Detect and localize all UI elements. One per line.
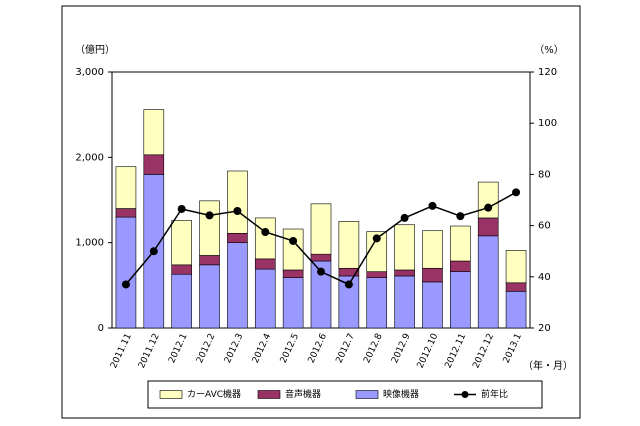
bar-segment — [422, 267, 443, 283]
y2-tick-label: 80 — [538, 169, 551, 180]
bar-segment — [366, 271, 388, 278]
bar-segment — [366, 231, 388, 272]
legend-label: カーAVC機器 — [187, 388, 241, 400]
bar-segment — [254, 258, 276, 270]
line-point — [205, 211, 214, 220]
line-point — [261, 228, 270, 236]
x-tick-label: 2012.9 — [390, 332, 412, 365]
x-tick-label: 2012.4 — [251, 332, 273, 365]
bar-segment — [505, 250, 527, 284]
line-point — [484, 203, 493, 212]
bar-segment — [115, 216, 137, 329]
x-tick-label: 2012.7 — [334, 332, 356, 365]
bar-segment — [394, 224, 415, 271]
line-point — [428, 201, 437, 210]
bar-segment — [477, 181, 499, 219]
bar-segment — [199, 200, 220, 256]
y-tick-label: 1,000 — [75, 238, 104, 249]
bar-segment — [310, 253, 332, 262]
x-tick-label: 2012.12 — [471, 332, 496, 370]
legend-swatch — [257, 390, 281, 399]
bar-segment — [143, 109, 165, 156]
legend-swatch — [159, 390, 183, 399]
x-tick-label: 2013.1 — [502, 332, 524, 365]
x-tick-label: 2012.3 — [223, 332, 245, 365]
x-tick-label: 2012.5 — [279, 332, 301, 365]
bar-segment — [227, 232, 248, 243]
bar-segment — [282, 269, 304, 278]
x-tick-label: 2011.11 — [109, 332, 134, 370]
line-point — [344, 280, 353, 289]
bar-segment — [199, 264, 220, 329]
bar-segment — [422, 281, 443, 329]
bar-segment — [115, 166, 137, 209]
bar-segment — [143, 154, 165, 175]
bar-segment — [282, 277, 304, 329]
bar-segment — [422, 230, 443, 269]
x-tick-label: 2012.11 — [444, 332, 469, 370]
bar-segment — [227, 242, 248, 329]
legend-marker — [461, 391, 469, 398]
bar-segment — [450, 271, 471, 329]
line-point — [400, 213, 409, 222]
legend-swatch — [355, 390, 379, 399]
bar-segment — [477, 217, 499, 237]
bar-segment — [505, 282, 527, 292]
line-point — [233, 207, 242, 216]
y2-tick-label: 40 — [538, 272, 551, 283]
x-tick-label: 2012.10 — [416, 332, 441, 370]
y2-tick-label: 20 — [538, 323, 551, 334]
bar-segment — [450, 225, 471, 262]
line-point — [289, 236, 298, 245]
y2-tick-label: 60 — [538, 221, 551, 232]
bar-segment — [505, 291, 527, 329]
line-point — [512, 188, 521, 197]
legend-label: 前年比 — [481, 388, 508, 400]
bar-segment — [477, 235, 499, 329]
y-unit: （億円） — [75, 43, 115, 56]
line-point — [456, 212, 465, 221]
bar-segment — [227, 170, 248, 234]
y2-tick-label: 120 — [538, 67, 557, 78]
x-tick-label: 2012.6 — [307, 332, 329, 365]
bar-segment — [171, 273, 192, 329]
y2-tick-label: 100 — [538, 118, 557, 129]
x-tick-label: 2012.2 — [195, 332, 217, 365]
bar-segment — [171, 264, 192, 275]
bar-segment — [394, 275, 415, 329]
bar-segment — [254, 217, 276, 260]
x-tick-label: 2012.8 — [362, 332, 384, 365]
y-tick-label: 0 — [98, 323, 104, 334]
line-point — [149, 247, 158, 256]
bar-segment — [450, 260, 471, 272]
line-point — [121, 280, 130, 289]
bar-segment — [254, 268, 276, 329]
line-point — [372, 234, 381, 243]
x-tick-label: 2012.1 — [167, 332, 189, 365]
y-tick-label: 3,000 — [75, 67, 104, 78]
x-unit: （年・月） — [523, 359, 573, 372]
bar-segment — [115, 208, 137, 218]
y2-unit: （%） — [534, 44, 564, 56]
legend-label: 音声機器 — [285, 388, 321, 400]
line-point — [177, 204, 186, 213]
bar-segment — [366, 277, 388, 329]
y-tick-label: 2,000 — [75, 152, 104, 163]
bar-segment — [199, 255, 220, 266]
bar-segment — [310, 203, 332, 255]
bar-segment — [394, 269, 415, 277]
legend-label: 映像機器 — [383, 388, 419, 400]
chart-frame — [61, 5, 581, 419]
bar-segment — [171, 220, 192, 266]
line-point — [317, 267, 325, 276]
x-tick-label: 2011.12 — [137, 332, 162, 370]
bar-segment — [338, 221, 360, 269]
legend-box — [147, 380, 543, 409]
